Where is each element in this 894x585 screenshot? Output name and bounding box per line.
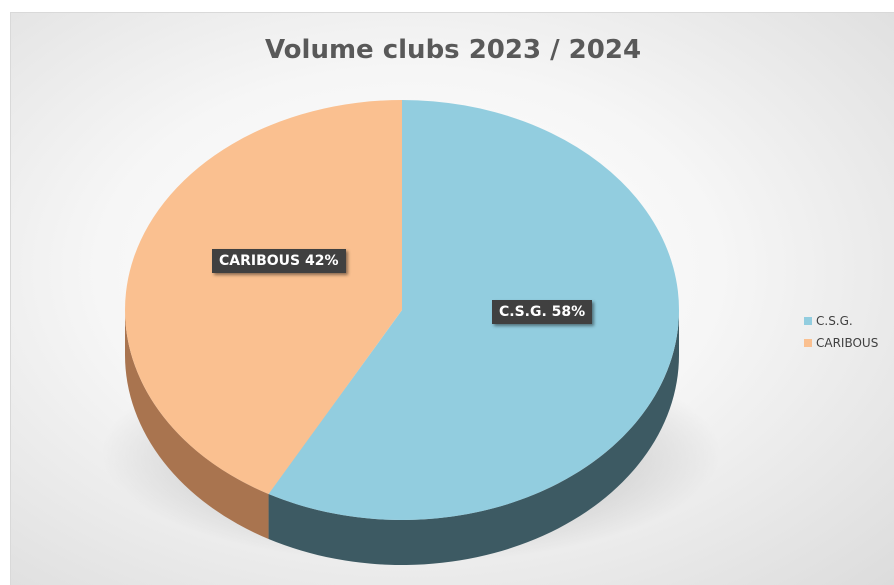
- pie-side-caribous: [125, 310, 269, 540]
- pie-chart: [101, 100, 721, 565]
- data-label-csg: C.S.G. 58%: [492, 300, 593, 324]
- pie-side: [125, 310, 679, 565]
- legend-swatch-caribous: [804, 339, 812, 347]
- legend-item-csg: C.S.G.: [804, 310, 878, 332]
- legend-label-caribous: CARIBOUS: [816, 336, 879, 350]
- pie-side-c-s-g: [268, 310, 679, 565]
- legend: C.S.G. CARIBOUS: [804, 310, 878, 354]
- data-label-caribous: CARIBOUS 42%: [212, 249, 346, 273]
- legend-label-csg: C.S.G.: [816, 314, 853, 328]
- pie-slice-caribous[interactable]: [125, 100, 402, 495]
- chart-title: Volume clubs 2023 / 2024: [264, 35, 642, 65]
- chart-area: Volume clubs 2023 / 2024 C.S.G. 58% CARI…: [10, 12, 894, 585]
- pie-top: [125, 100, 680, 520]
- legend-swatch-csg: [804, 317, 812, 325]
- legend-item-caribous: CARIBOUS: [804, 332, 878, 354]
- pie-slice-c-s-g[interactable]: [268, 100, 680, 520]
